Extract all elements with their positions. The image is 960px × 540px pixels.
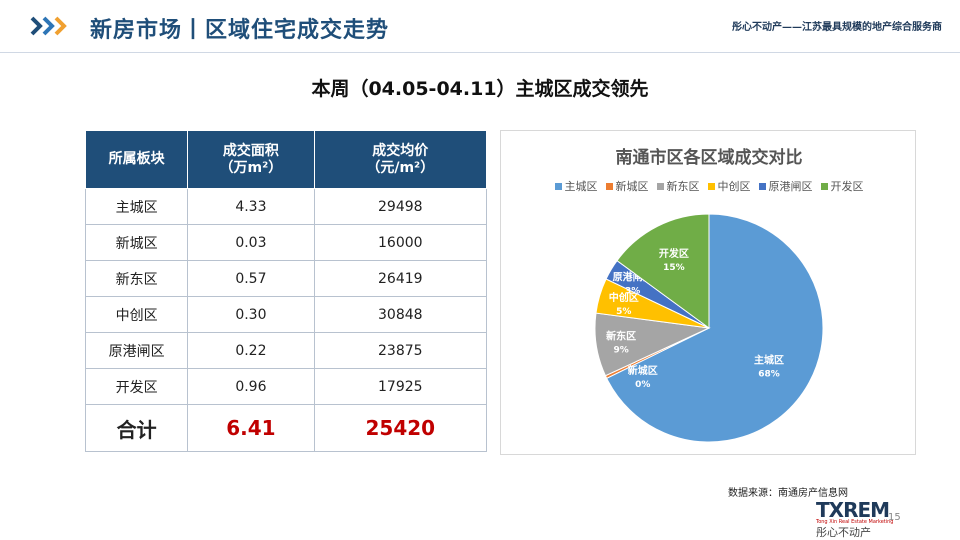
legend-swatch xyxy=(707,182,715,190)
pie-slice xyxy=(616,213,710,329)
chart-title: 南通市区各区域成交对比 xyxy=(615,148,803,168)
table-row: 开发区 0.96 17925 xyxy=(84,368,488,405)
header: 新房市场丨区域住宅成交走势 彤心不动产——江苏最具规模的地产综合服务商 xyxy=(0,0,960,56)
cell-price: 26419 xyxy=(313,260,488,297)
legend-item: 新东区 xyxy=(656,178,700,194)
cell-area: 0.30 xyxy=(187,296,315,333)
slice-category-label: 中创区 xyxy=(609,291,639,304)
slice-percent-label: 5% xyxy=(616,307,631,317)
legend-label: 新东区 xyxy=(666,180,700,193)
table-row: 新城区 0.03 16000 xyxy=(84,224,488,261)
pie-slice xyxy=(606,213,824,443)
header-price: 成交均价 （元/m²） xyxy=(313,130,488,189)
slice-percent-label: 0% xyxy=(635,380,650,390)
table-row: 原港闸区 0.22 23875 xyxy=(84,332,488,369)
legend-label: 新城区 xyxy=(615,180,649,193)
cell-price: 23875 xyxy=(313,332,488,369)
slice-category-label: 主城区 xyxy=(754,353,784,366)
chevron-arrows-icon xyxy=(30,16,67,36)
legend-swatch xyxy=(554,182,562,190)
logo-wordmark: TXREM xyxy=(816,498,890,522)
slide-subtitle: 本周（04.05-04.11）主城区成交领先 xyxy=(311,78,649,100)
legend-label: 中创区 xyxy=(717,180,751,193)
data-source-note: 数据来源：南通房产信息网 xyxy=(728,488,848,499)
cell-district: 开发区 xyxy=(84,368,189,405)
total-label: 合计 xyxy=(84,404,189,452)
chart-legend: 主城区 新城区 新东区 中创区 原港闸区 开发区 xyxy=(501,178,917,194)
slice-category-label: 新东区 xyxy=(606,329,636,342)
logo-tagline: Tong Xin Real Estate Marketing xyxy=(816,519,894,525)
cell-district: 新东区 xyxy=(84,260,189,297)
slice-category-label: 开发区 xyxy=(659,247,689,260)
legend-swatch xyxy=(758,182,766,190)
legend-label: 主城区 xyxy=(564,180,598,193)
cell-price: 16000 xyxy=(313,224,488,261)
slice-percent-label: 68% xyxy=(758,369,780,379)
header-district: 所属板块 xyxy=(84,130,189,189)
table-row: 中创区 0.30 30848 xyxy=(84,296,488,333)
legend-swatch xyxy=(656,182,664,190)
legend-item: 新城区 xyxy=(605,178,649,194)
header-area: 成交面积 （万m²） xyxy=(187,130,315,189)
slice-percent-label: 3% xyxy=(625,286,640,296)
legend-swatch xyxy=(820,182,828,190)
slice-percent-label: 15% xyxy=(663,263,685,273)
total-price: 25420 xyxy=(313,404,488,452)
cell-price: 29498 xyxy=(313,188,488,225)
legend-item: 开发区 xyxy=(820,178,864,194)
slice-category-label: 新城区 xyxy=(628,364,658,377)
header-divider xyxy=(0,52,960,53)
cell-price: 17925 xyxy=(313,368,488,405)
cell-district: 主城区 xyxy=(84,188,189,225)
pie-chart-panel: 南通市区各区域成交对比 主城区 新城区 新东区 中创区 原港闸区 开发区 主城区 68% 新城… xyxy=(500,130,916,455)
legend-item: 主城区 xyxy=(554,178,598,194)
cell-district: 新城区 xyxy=(84,224,189,261)
cell-area: 0.57 xyxy=(187,260,315,297)
cell-area: 0.22 xyxy=(187,332,315,369)
page-title: 新房市场丨区域住宅成交走势 xyxy=(90,18,390,43)
table-row: 主城区 4.33 29498 xyxy=(84,188,488,225)
legend-label: 开发区 xyxy=(830,180,864,193)
cell-district: 原港闸区 xyxy=(84,332,189,369)
table-header-row: 所属板块 成交面积 （万m²） 成交均价 （元/m²） xyxy=(84,130,488,189)
legend-item: 中创区 xyxy=(707,178,751,194)
cell-area: 0.96 xyxy=(187,368,315,405)
logo-chinese-name: 彤心不动产 xyxy=(816,526,871,539)
cell-price: 30848 xyxy=(313,296,488,333)
cell-area: 0.03 xyxy=(187,224,315,261)
table-row: 新东区 0.57 26419 xyxy=(84,260,488,297)
legend-label: 原港闸区 xyxy=(768,180,813,193)
district-table: 所属板块 成交面积 （万m²） 成交均价 （元/m²） 主城区 4.33 29498… xyxy=(84,130,488,452)
total-area: 6.41 xyxy=(187,404,315,452)
company-logo: TXREM Tong Xin Real Estate Marketing 彤心不… xyxy=(816,498,896,539)
legend-swatch xyxy=(605,182,613,190)
cell-district: 中创区 xyxy=(84,296,189,333)
page-number: 15 xyxy=(888,512,901,523)
slice-percent-label: 9% xyxy=(613,345,628,355)
company-tagline: 彤心不动产——江苏最具规模的地产综合服务商 xyxy=(732,22,942,33)
legend-item: 原港闸区 xyxy=(758,178,813,194)
cell-area: 4.33 xyxy=(187,188,315,225)
table-total-row: 合计 6.41 25420 xyxy=(84,404,488,452)
